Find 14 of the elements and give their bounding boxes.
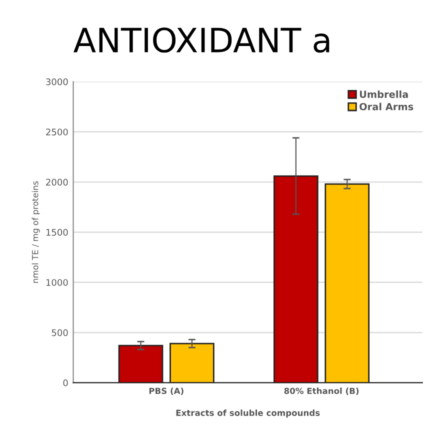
chart-title: ANTIOXIDANT a [74, 27, 330, 53]
y-tick-label: 0 [63, 379, 68, 386]
y-tick-label: 1500 [46, 228, 68, 236]
y-tick-label: 2500 [46, 128, 68, 136]
x-tick-label: 80% Ethanol (B) [284, 388, 359, 395]
y-tick-label: 3000 [46, 78, 68, 86]
y-tick-label: 1000 [46, 279, 68, 286]
x-axis-title: Extracts of soluble compounds [176, 410, 320, 418]
x-tick-label: PBS (A) [149, 388, 184, 395]
y-axis-title: nmol TE / mg of proteins [32, 181, 40, 283]
legend-label: Oral Arms [360, 102, 414, 110]
legend-label: Umbrella [360, 90, 408, 98]
y-tick-label: 500 [52, 329, 68, 336]
y-tick-label: 2000 [46, 178, 68, 186]
